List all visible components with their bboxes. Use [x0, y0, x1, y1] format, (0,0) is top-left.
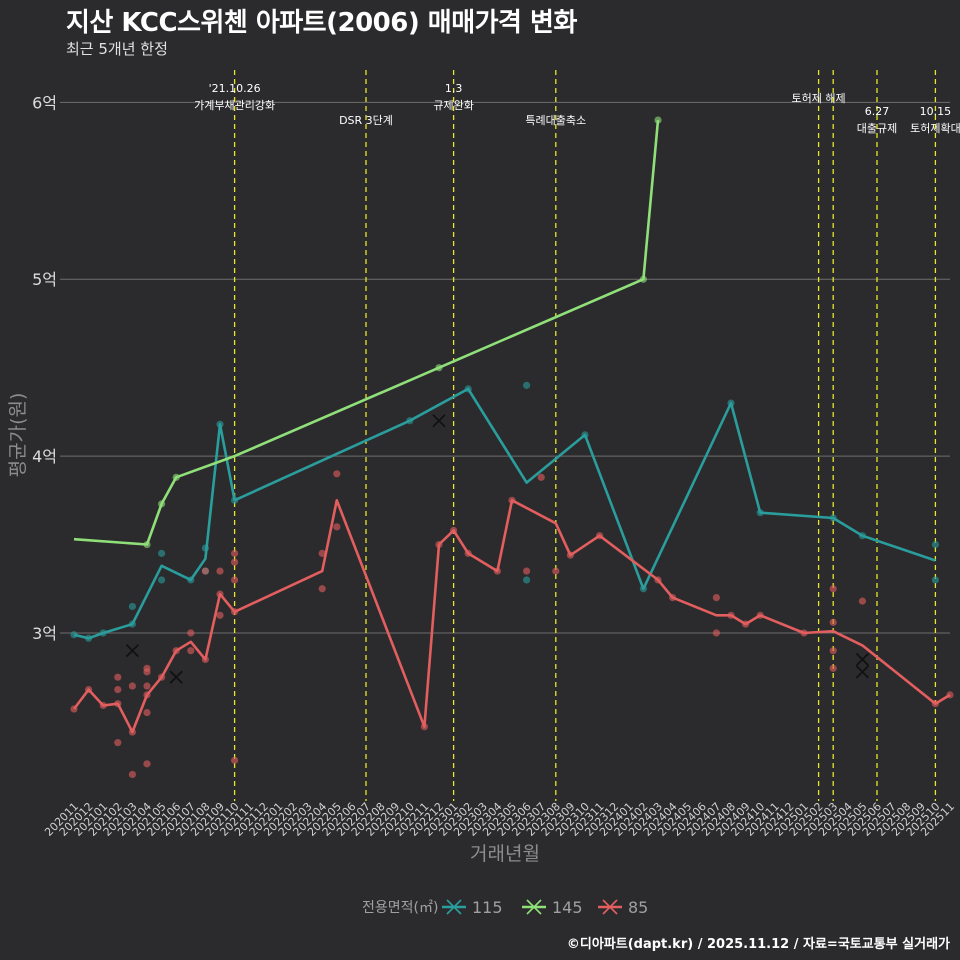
data-point-115	[158, 576, 166, 584]
data-point-85	[143, 668, 151, 676]
y-tick-label: 4억	[32, 447, 57, 466]
data-point-85	[114, 739, 122, 747]
data-point-115	[931, 540, 940, 549]
policy-label: 규제완화	[433, 99, 473, 112]
data-point-85	[231, 576, 239, 584]
policy-label: 대출규제	[857, 122, 897, 135]
data-point-85	[333, 470, 341, 478]
data-point-85	[128, 682, 136, 690]
series-line-115	[73, 387, 936, 640]
data-point-85	[187, 647, 195, 655]
data-point-115	[931, 576, 940, 584]
data-point-85	[537, 473, 545, 481]
data-point-115	[128, 602, 136, 611]
series-line-145	[73, 119, 660, 546]
data-point-115	[523, 381, 531, 389]
data-point-85	[829, 585, 837, 593]
legend-title: 전용면적(㎡)	[362, 900, 438, 916]
data-point-85	[201, 567, 209, 575]
data-point-85	[143, 760, 151, 768]
data-point-85	[712, 629, 721, 637]
data-point-85	[143, 682, 151, 690]
data-point-85	[523, 567, 531, 575]
policy-label: 특례대출축소	[525, 114, 586, 127]
data-point-85	[712, 594, 721, 602]
chart-title: 지산 KCC스위첸 아파트(2006) 매매가격 변화	[66, 8, 577, 38]
policy-label: 6.27	[865, 105, 890, 118]
data-point-115	[158, 549, 166, 557]
data-point-85	[114, 685, 122, 694]
x-mark-85	[855, 665, 870, 679]
legend-swatch-mark	[526, 899, 542, 915]
data-point-85	[187, 629, 195, 637]
x-mark-115	[432, 414, 446, 428]
data-point-85	[829, 647, 837, 655]
chart-subtitle: 최근 5개년 한정	[66, 40, 168, 58]
policy-label: 가계부채관리강화	[194, 99, 275, 112]
legend-label: 115	[472, 898, 503, 917]
legend-label: 85	[628, 898, 648, 917]
data-point-85	[143, 708, 151, 717]
x-mark-85	[169, 670, 183, 684]
data-point-85	[829, 618, 837, 626]
x-mark-85	[855, 652, 870, 667]
policy-label: 토허제확대	[910, 122, 960, 135]
legend-label: 145	[552, 898, 583, 917]
policy-label: 1.3	[445, 82, 463, 95]
y-tick-label: 5억	[32, 270, 57, 289]
data-point-85	[231, 558, 239, 566]
policy-label: '21.10.26	[209, 82, 261, 95]
data-point-85	[231, 756, 239, 764]
y-tick-label: 3억	[32, 624, 57, 643]
data-point-85	[318, 585, 326, 593]
data-point-85	[552, 567, 560, 575]
policy-label: 10.15	[920, 105, 952, 118]
chart-caption: ©디아파트(dapt.kr) / 2025.11.12 / 자료=국토교통부 실…	[566, 937, 950, 952]
series-line-85	[72, 499, 951, 734]
data-point-85	[231, 549, 239, 557]
legend-swatch-mark	[602, 899, 618, 915]
data-point-145	[654, 116, 662, 124]
legend-swatch-mark	[446, 899, 462, 915]
data-point-85	[318, 549, 326, 557]
data-point-115	[523, 576, 531, 584]
data-point-85	[216, 567, 224, 575]
policy-label: DSR 3단계	[339, 114, 393, 127]
y-axis-title: 평균가(원)	[7, 393, 29, 478]
data-point-85	[829, 664, 837, 672]
x-mark-115	[125, 644, 140, 658]
data-point-85	[216, 611, 224, 619]
policy-label: 토허제 해제	[792, 91, 846, 105]
y-tick-label: 6억	[32, 93, 57, 112]
data-point-85	[114, 673, 122, 681]
data-point-85	[858, 597, 867, 605]
data-point-85	[333, 523, 341, 531]
data-point-85	[128, 770, 136, 779]
x-axis-title: 거래년월	[470, 843, 540, 865]
